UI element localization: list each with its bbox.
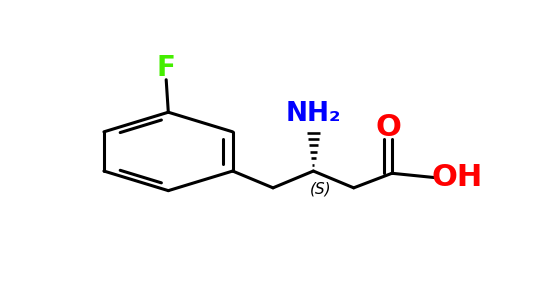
Text: O: O xyxy=(375,113,401,142)
Text: OH: OH xyxy=(431,163,483,192)
Text: F: F xyxy=(157,54,175,82)
Text: (S): (S) xyxy=(310,181,332,196)
Text: NH₂: NH₂ xyxy=(286,101,341,127)
